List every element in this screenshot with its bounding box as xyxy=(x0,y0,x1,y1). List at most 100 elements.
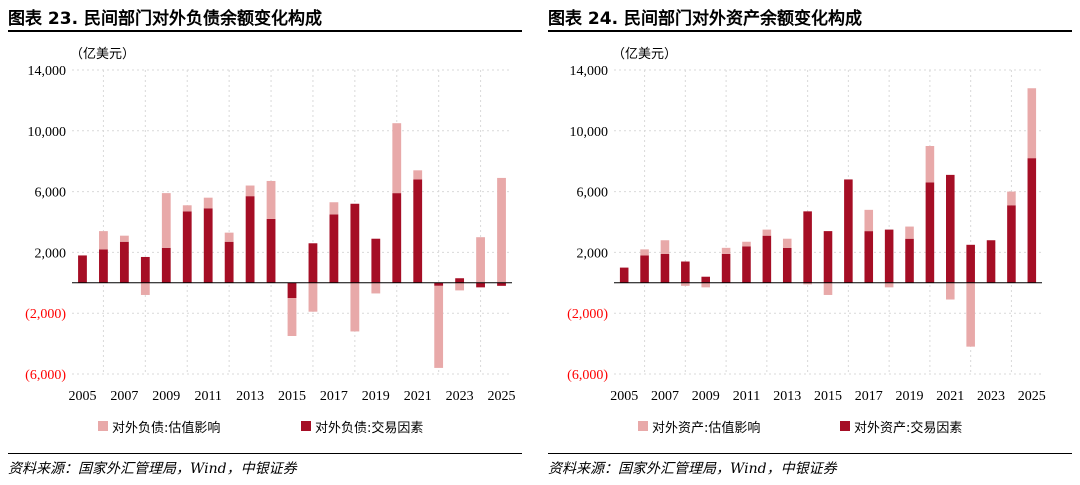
bar-transaction xyxy=(660,253,670,283)
y-tick-label: 14,000 xyxy=(570,64,609,79)
y-tick-label: 2,000 xyxy=(35,246,67,261)
bar-transaction xyxy=(803,211,812,283)
x-tick-label: 2005 xyxy=(68,389,96,404)
x-tick-label: 2021 xyxy=(404,389,432,404)
bar-valuation xyxy=(864,209,874,232)
bar-transaction xyxy=(966,244,975,283)
legend-transaction: 对外负债:交易因素 xyxy=(301,418,424,436)
bar-valuation xyxy=(161,193,171,248)
legend-transaction: 对外资产:交易因素 xyxy=(840,418,963,436)
x-tick-label: 2011 xyxy=(733,389,760,404)
x-tick-label: 2009 xyxy=(152,389,180,404)
bar-valuation xyxy=(497,177,506,283)
legend-label: 对外负债:交易因素 xyxy=(315,420,424,436)
bar-valuation xyxy=(701,282,710,288)
bar-valuation xyxy=(782,238,792,248)
x-tick-label: 2015 xyxy=(278,389,306,404)
y-tick-label: (2,000) xyxy=(567,307,608,322)
legend-valuation: 对外资产:估值影响 xyxy=(638,418,761,436)
source-note: 资料来源：国家外汇管理局，Wind，中银证券 xyxy=(8,461,297,477)
legend-label: 对外负债:估值影响 xyxy=(112,420,221,436)
bar-transaction xyxy=(640,255,649,283)
title-rule xyxy=(548,30,1072,32)
x-tick-label: 2021 xyxy=(936,389,964,404)
bar-valuation xyxy=(182,205,192,212)
bar-valuation xyxy=(266,180,276,219)
bar-transaction xyxy=(721,253,731,283)
bar-transaction xyxy=(946,174,955,283)
bar-transaction xyxy=(161,247,171,283)
x-tick-label: 2009 xyxy=(692,389,720,404)
bar-valuation xyxy=(99,231,108,250)
bar-transaction xyxy=(762,235,772,283)
y-tick-label: (6,000) xyxy=(25,368,66,383)
bar-valuation xyxy=(946,282,955,300)
bar-transaction xyxy=(413,179,423,283)
bar-valuation xyxy=(455,282,465,291)
bar-transaction xyxy=(203,208,213,283)
bar-transaction xyxy=(266,218,276,283)
legend-label: 对外资产:估值影响 xyxy=(652,420,761,436)
bar-valuation xyxy=(742,241,751,247)
bar-valuation xyxy=(762,229,772,236)
assets-chart: （亿美元）14,000 10,000 6,000 2,000 (2,000) (6,000… xyxy=(567,46,1046,404)
x-tick-label: 2023 xyxy=(446,389,474,404)
bar-valuation xyxy=(287,298,297,336)
x-tick-label: 2013 xyxy=(236,389,264,404)
bar-valuation xyxy=(245,185,255,197)
bar-valuation xyxy=(660,240,670,254)
y-tick-label: (6,000) xyxy=(567,368,608,383)
legend-swatch-transaction xyxy=(840,421,850,431)
y-tick-label: 6,000 xyxy=(577,186,609,201)
legend-swatch-valuation xyxy=(98,421,108,431)
x-tick-label: 2017 xyxy=(855,389,883,404)
bar-transaction xyxy=(497,282,506,286)
bar-transaction xyxy=(182,211,192,283)
chart-title: 图表 24. 民间部门对外资产余额变化构成 xyxy=(548,9,862,29)
legend-swatch-transaction xyxy=(301,421,311,431)
left-chart-panel: 图表 23. 民间部门对外负债余额变化构成 （亿美元） 14,000 10,000 6… xyxy=(8,0,522,485)
bar-transaction xyxy=(864,231,874,283)
x-tick-label: 2019 xyxy=(896,389,924,404)
source-rule xyxy=(548,453,1072,454)
bar-transaction xyxy=(742,246,751,283)
bar-valuation xyxy=(140,282,150,295)
bar-transaction xyxy=(782,247,792,283)
bar-transaction xyxy=(308,243,318,283)
source-rule xyxy=(8,453,522,454)
bar-transaction xyxy=(245,196,255,283)
y-tick-label: 14,000 xyxy=(28,64,67,79)
bar-transaction xyxy=(884,229,894,283)
bar-valuation xyxy=(476,237,485,283)
legend-label: 对外资产:交易因素 xyxy=(854,420,963,436)
x-tick-label: 2025 xyxy=(488,389,516,404)
x-tick-label: 2005 xyxy=(610,389,638,404)
bar-transaction xyxy=(844,179,853,283)
bar-transaction xyxy=(681,261,690,283)
x-tick-label: 2007 xyxy=(651,389,679,404)
bar-transaction xyxy=(905,238,914,283)
y-tick-label: 10,000 xyxy=(570,125,609,140)
bar-transaction xyxy=(434,282,444,286)
bar-valuation xyxy=(434,285,444,368)
chart-title: 图表 23. 民间部门对外负债余额变化构成 xyxy=(8,9,322,29)
title-rule xyxy=(8,30,522,32)
bar-valuation xyxy=(1027,88,1037,159)
bar-transaction xyxy=(476,282,485,288)
bar-transaction xyxy=(350,203,360,283)
bar-valuation xyxy=(371,282,381,294)
bar-valuation xyxy=(1007,191,1016,206)
bar-transaction xyxy=(986,240,996,283)
bar-valuation xyxy=(640,249,649,256)
bar-valuation xyxy=(966,282,975,347)
bar-valuation xyxy=(413,170,423,180)
bar-valuation xyxy=(350,282,360,332)
source-note: 资料来源：国家外汇管理局，Wind，中银证券 xyxy=(548,461,837,477)
bar-valuation xyxy=(308,282,318,312)
bar-valuation xyxy=(823,282,833,295)
bar-valuation xyxy=(884,282,894,288)
y-tick-label: 10,000 xyxy=(28,125,67,140)
legend-valuation: 对外负债:估值影响 xyxy=(98,418,221,436)
bar-valuation xyxy=(803,282,812,285)
y-tick-label: 2,000 xyxy=(577,246,609,261)
